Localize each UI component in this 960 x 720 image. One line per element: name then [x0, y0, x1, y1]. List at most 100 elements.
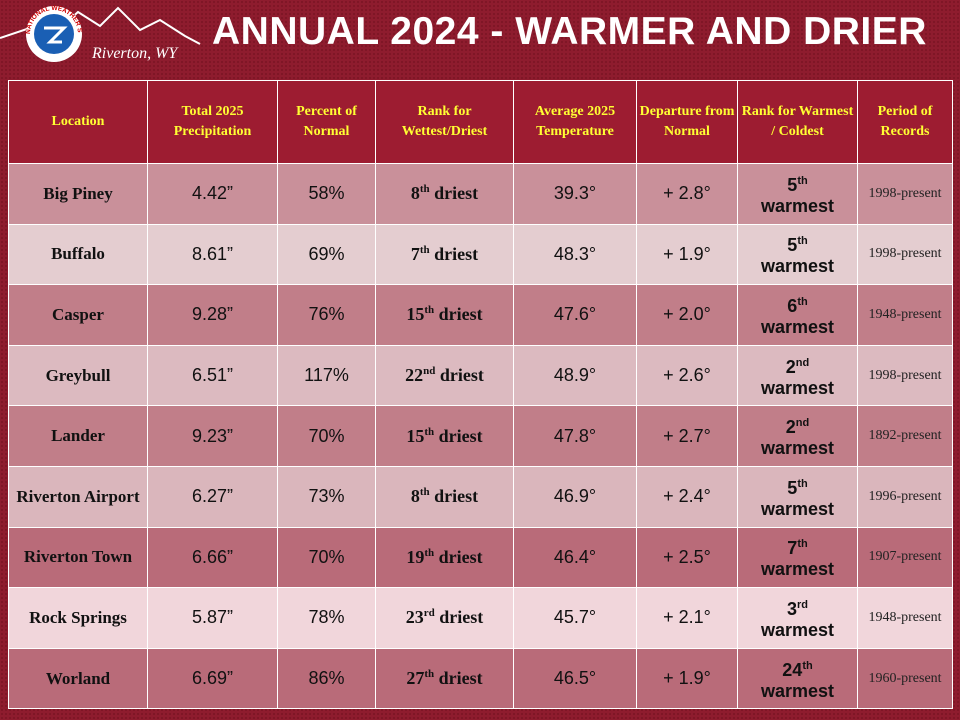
location-cell: Worland	[8, 647, 148, 710]
rank-number: 8	[410, 183, 420, 204]
location-cell: Riverton Town	[8, 526, 148, 589]
wet-rank-cell: 27th driest	[375, 647, 514, 710]
rank-suffix: th	[419, 183, 430, 196]
precip-cell: 8.61”	[147, 223, 278, 286]
temp-cell: 48.3°	[513, 223, 637, 286]
column-header: Percent of Normal	[277, 80, 376, 164]
rank-suffix: th	[424, 668, 435, 681]
departure-cell: + 2.0°	[636, 284, 738, 346]
location-cell: Casper	[8, 284, 148, 346]
wet-rank-cell: 15th driest	[375, 405, 514, 467]
location-cell: Greybull	[8, 344, 148, 407]
departure-cell: + 2.8°	[636, 163, 738, 225]
column-header: Total 2025 Precipitation	[147, 80, 278, 164]
warm-rank-cell: 3rd warmest	[737, 587, 858, 649]
rank-suffix: th	[419, 243, 430, 256]
rank-word: driest	[439, 365, 484, 386]
percent-cell: 86%	[277, 647, 376, 710]
warm-rank-cell: 6th warmest	[737, 284, 858, 346]
table-row: Casper 9.28” 76% 15th driest 47.6° + 2.0° 6th w…	[8, 284, 953, 346]
temp-cell: 46.9°	[513, 465, 637, 528]
period-cell: 1892-present	[857, 405, 953, 467]
period-cell: 1948-present	[857, 587, 953, 649]
rank-suffix: th	[797, 538, 808, 551]
rank-number: 2	[785, 356, 796, 377]
period-cell: 1998-present	[857, 163, 953, 225]
percent-cell: 76%	[277, 284, 376, 346]
percent-cell: 73%	[277, 465, 376, 528]
precip-cell: 6.69”	[147, 647, 278, 710]
warm-rank-cell: 5th warmest	[737, 223, 858, 286]
warm-rank-cell: 5th warmest	[737, 465, 858, 528]
table-row: Lander 9.23” 70% 15th driest 47.8° + 2.7° 2nd w…	[8, 405, 953, 467]
rank-number: 3	[786, 598, 797, 619]
rank-number: 23	[405, 607, 424, 628]
rank-number: 5	[787, 235, 798, 256]
percent-cell: 70%	[277, 526, 376, 589]
wet-rank-cell: 8th driest	[375, 163, 514, 225]
rank-number: 22	[405, 365, 424, 386]
rank-word: driest	[434, 486, 479, 507]
rank-word: warmest	[760, 256, 835, 277]
rank-number: 15	[406, 304, 425, 325]
rank-number: 15	[406, 425, 425, 446]
column-header: Average 2025 Temperature	[513, 80, 637, 164]
rank-number: 5	[787, 477, 798, 498]
rank-word: driest	[434, 243, 479, 264]
departure-cell: + 2.6°	[636, 344, 738, 407]
precip-cell: 6.27”	[147, 465, 278, 528]
rank-number: 7	[787, 538, 798, 559]
warm-rank-cell: 5th warmest	[737, 163, 858, 225]
table-row: Greybull 6.51” 117% 22nd driest 48.9° + 2.6° 2…	[8, 344, 953, 407]
rank-number: 7	[410, 243, 420, 264]
rank-word: warmest	[760, 619, 835, 640]
wet-rank-cell: 7th driest	[375, 223, 514, 286]
rank-word: warmest	[760, 680, 835, 701]
rank-suffix: th	[797, 174, 808, 187]
percent-cell: 78%	[277, 587, 376, 649]
rank-suffix: nd	[795, 417, 810, 430]
precip-cell: 6.66”	[147, 526, 278, 589]
location-cell: Big Piney	[8, 163, 148, 225]
rank-word: driest	[434, 183, 479, 204]
rank-suffix: th	[802, 659, 813, 672]
rank-word: driest	[439, 607, 484, 628]
location-cell: Rock Springs	[8, 587, 148, 649]
temp-cell: 48.9°	[513, 344, 637, 407]
rank-suffix: rd	[797, 598, 808, 611]
column-header: Departure from Normal	[636, 80, 738, 164]
logo-core	[34, 14, 74, 54]
rank-word: driest	[438, 668, 483, 689]
precip-cell: 9.23”	[147, 405, 278, 467]
wet-rank-cell: 22nd driest	[375, 344, 514, 407]
location-cell: Lander	[8, 405, 148, 467]
wet-rank-cell: 19th driest	[375, 526, 514, 589]
table-row: Big Piney 4.42” 58% 8th driest 39.3° + 2.8° 5t…	[8, 163, 953, 225]
temp-cell: 45.7°	[513, 587, 637, 649]
rank-word: warmest	[760, 195, 835, 216]
table-row: Rock Springs 5.87” 78% 23rd driest 45.7° + 2.…	[8, 587, 953, 649]
rank-number: 27	[406, 668, 425, 689]
departure-cell: + 1.9°	[636, 647, 738, 710]
table-row: Riverton Airport 6.27” 73% 8th driest 46.9° +…	[8, 465, 953, 528]
rank-suffix: th	[424, 304, 435, 317]
rank-word: warmest	[760, 377, 835, 398]
logo-place: Riverton, WY	[91, 45, 179, 62]
period-cell: 1998-present	[857, 344, 953, 407]
precip-cell: 4.42”	[147, 163, 278, 225]
rank-word: warmest	[760, 498, 835, 519]
logo-bolt	[44, 26, 68, 44]
departure-cell: + 2.5°	[636, 526, 738, 589]
rank-word: driest	[438, 546, 483, 567]
percent-cell: 70%	[277, 405, 376, 467]
table-row: Worland 6.69” 86% 27th driest 46.5° + 1.9° 24t…	[8, 647, 953, 710]
period-cell: 1907-present	[857, 526, 953, 589]
wet-rank-cell: 8th driest	[375, 465, 514, 528]
rank-number: 5	[787, 174, 798, 195]
table-body: Big Piney 4.42” 58% 8th driest 39.3° + 2.8° 5t…	[8, 163, 953, 710]
percent-cell: 69%	[277, 223, 376, 286]
rank-suffix: th	[419, 486, 430, 499]
temp-cell: 46.5°	[513, 647, 637, 710]
rank-suffix: th	[424, 546, 435, 559]
rank-suffix: th	[797, 477, 808, 490]
